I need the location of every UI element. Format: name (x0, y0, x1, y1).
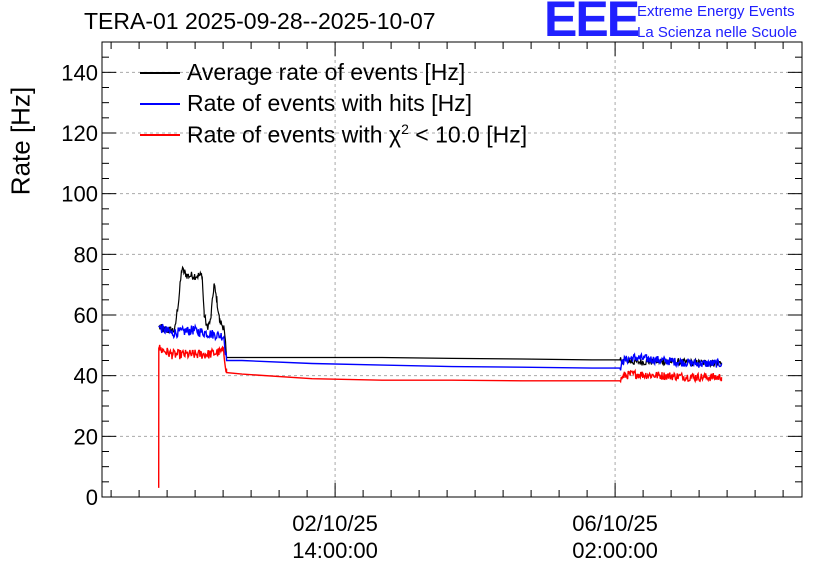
y-tick-label-1: 20 (74, 424, 98, 449)
y-tick-label-0: 0 (86, 485, 98, 510)
x-tick-label-date-0: 02/10/25 (292, 511, 378, 536)
eee-logo-mark: EEE (544, 0, 640, 47)
y-tick-label-6: 120 (61, 121, 98, 146)
y-axis-label-wrap: Rate [Hz] (4, 87, 38, 195)
series-line-0 (158, 265, 723, 369)
series-line-2 (158, 344, 723, 488)
chart-title: TERA-01 2025-09-28--2025-10-07 (84, 8, 436, 34)
y-tick-label-7: 140 (61, 60, 98, 85)
x-tick-label-time-1: 02:00:00 (572, 538, 658, 563)
legend-swatch-average (140, 72, 180, 74)
legend-swatch-chi2 (140, 134, 180, 136)
y-tick-label-5: 100 (61, 182, 98, 207)
legend-label-chi2-sup: 2 (401, 121, 409, 137)
legend-label-average: Average rate of events [Hz] (187, 59, 466, 85)
legend-label-chi2-prefix: Rate of events with χ (187, 121, 402, 148)
legend-label-chi2: Rate of events with χ2 < 10.0 [Hz] (187, 121, 527, 149)
legend-label-hits: Rate of events with hits [Hz] (187, 90, 473, 116)
logo-line-2: La Scienza nelle Scuole (637, 24, 798, 41)
series-line-1 (158, 323, 723, 371)
legend-swatch-hits (140, 103, 180, 105)
y-tick-label-3: 60 (74, 303, 98, 328)
legend-label-chi2-suffix: < 10.0 [Hz] (408, 121, 528, 148)
y-tick-label-2: 40 (74, 364, 98, 389)
y-axis-label: Rate [Hz] (5, 86, 36, 196)
y-tick-label-4: 80 (74, 242, 98, 267)
x-tick-label-time-0: 14:00:00 (292, 538, 378, 563)
x-tick-label-date-1: 06/10/25 (572, 511, 658, 536)
logo-line-1: Extreme Energy Events (637, 3, 795, 20)
